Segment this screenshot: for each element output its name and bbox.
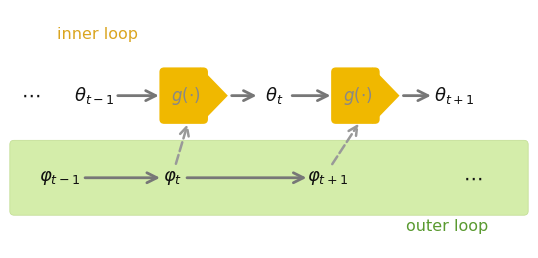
Text: $g(\cdot)$: $g(\cdot)$	[343, 85, 372, 107]
Text: $\theta_{t-1}$: $\theta_{t-1}$	[74, 85, 115, 106]
Text: $\cdots$: $\cdots$	[20, 86, 40, 105]
Polygon shape	[201, 67, 228, 124]
FancyBboxPatch shape	[331, 67, 380, 124]
Text: $\varphi_t$: $\varphi_t$	[163, 169, 182, 187]
Text: $\theta_{t+1}$: $\theta_{t+1}$	[434, 85, 475, 106]
Text: outer loop: outer loop	[406, 219, 488, 234]
Text: $\cdots$: $\cdots$	[463, 168, 483, 187]
Text: $g(\cdot)$: $g(\cdot)$	[171, 85, 201, 107]
Polygon shape	[372, 67, 400, 124]
Text: $\varphi_{t-1}$: $\varphi_{t-1}$	[39, 169, 80, 187]
FancyBboxPatch shape	[10, 140, 528, 215]
Text: $\theta_t$: $\theta_t$	[265, 85, 284, 106]
Text: $\varphi_{t+1}$: $\varphi_{t+1}$	[307, 169, 349, 187]
FancyBboxPatch shape	[159, 67, 208, 124]
Text: inner loop: inner loop	[57, 27, 138, 42]
